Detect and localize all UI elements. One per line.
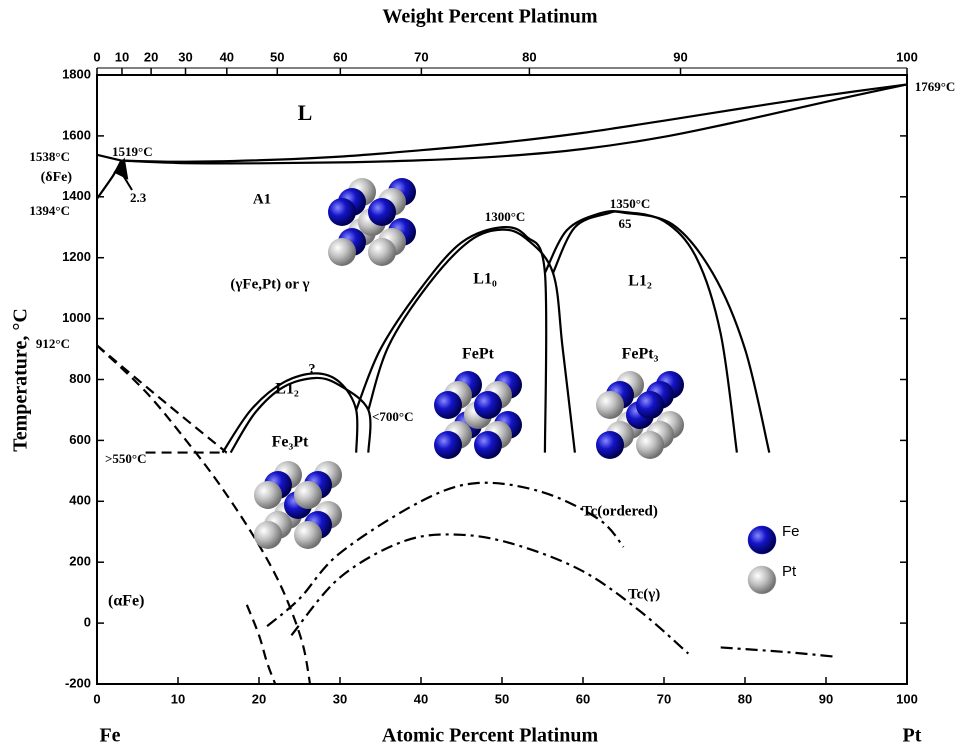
phase-boundary [721, 647, 834, 656]
annotation: 1519°C [112, 144, 153, 159]
y-tick-label: 1000 [62, 310, 91, 325]
x2-tick-label: 0 [93, 49, 100, 64]
arrow [115, 160, 132, 190]
x2-tick-label: 30 [178, 49, 192, 64]
atom [368, 238, 396, 266]
annotation: (γFe,Pt) or γ [230, 276, 309, 292]
x-tick-label: 50 [495, 691, 509, 706]
atom [596, 431, 624, 459]
x2-tick-label: 10 [115, 49, 129, 64]
annotation: 2.3 [130, 190, 147, 205]
atom [328, 198, 356, 226]
top-axis-title: Weight Percent Platinum [382, 6, 597, 28]
x-tick-label: 60 [576, 691, 590, 706]
crystal-structure [254, 461, 342, 549]
annotation: >550°C [105, 451, 147, 466]
y-tick-label: 1200 [62, 249, 91, 264]
y-tick-label: 200 [69, 554, 91, 569]
x2-tick-label: 20 [144, 49, 158, 64]
page: {"chart_data":{"type":"line", "title":"W… [0, 0, 962, 751]
annotation: <700°C [372, 409, 414, 424]
annotation: A1 [253, 191, 271, 207]
atom [254, 481, 282, 509]
annotation: L1₂ [628, 273, 652, 290]
annotation: FePt [462, 346, 495, 363]
x-tick-label: 40 [414, 691, 428, 706]
crystal-structure [596, 371, 684, 459]
x2-tick-label: 80 [522, 49, 536, 64]
y-tick-label: 1800 [62, 66, 91, 81]
x2-tick-label: 70 [414, 49, 428, 64]
annotation: 1350°C [610, 196, 651, 211]
phase-boundary [121, 84, 907, 161]
annotation: (αFe) [108, 593, 144, 610]
annotation: L1₀ [473, 271, 497, 288]
atom [294, 521, 322, 549]
legend-label: Fe [782, 523, 800, 540]
x-axis-title: Atomic Percent Platinum [382, 725, 599, 747]
annotation: FePt₃ [622, 346, 659, 363]
chart: Weight Percent Platinum Atomic Percent P… [0, 0, 962, 751]
x2-tick-label: 90 [673, 49, 687, 64]
atom [636, 391, 664, 419]
annotation: 912°C [36, 336, 70, 351]
x2-tick-label: 50 [270, 49, 284, 64]
phase-boundary [121, 84, 907, 163]
x-tick-label: 100 [896, 691, 918, 706]
y-tick-label: 1400 [62, 188, 91, 203]
x2-tick-label: 100 [896, 49, 918, 64]
annotation: Pt [903, 725, 922, 747]
phase-boundary [97, 161, 121, 199]
atom [328, 238, 356, 266]
annotation: (δFe) [41, 170, 73, 185]
x-tick-label: 10 [171, 691, 185, 706]
annotation: 1769°C [915, 79, 956, 94]
annotation: 1538°C [29, 149, 70, 164]
x-tick-label: 0 [93, 691, 100, 706]
phase-boundary [247, 605, 275, 684]
y-axis-title: Temperature, °C [10, 308, 32, 452]
annotation: Tc(γ) [628, 586, 660, 602]
annotation: Fe [99, 725, 120, 747]
annotation: Fe₃Pt [272, 434, 309, 451]
atom [474, 431, 502, 459]
annotation: 1300°C [485, 209, 526, 224]
x-tick-label: 90 [819, 691, 833, 706]
annotation: 1394°C [29, 203, 70, 218]
phase-boundary [97, 345, 227, 452]
y-tick-label: 0 [84, 615, 91, 630]
atom [294, 481, 322, 509]
atom [596, 391, 624, 419]
annotation: ? [309, 362, 316, 377]
annotation: L1₂ [275, 381, 299, 398]
atom [434, 391, 462, 419]
annotation: Tc(ordered) [582, 503, 658, 519]
atom [474, 391, 502, 419]
x-tick-label: 20 [252, 691, 266, 706]
legend-label: Pt [782, 563, 797, 580]
y-tick-label: 800 [69, 371, 91, 386]
atom [368, 198, 396, 226]
x2-tick-label: 40 [220, 49, 234, 64]
crystal-structure [434, 371, 522, 459]
y-tick-label: 400 [69, 493, 91, 508]
x2-tick-label: 60 [333, 49, 347, 64]
y-tick-label: 600 [69, 432, 91, 447]
annotation: 65 [619, 216, 633, 231]
y-tick-label: -200 [65, 675, 91, 690]
x-tick-label: 70 [657, 691, 671, 706]
x-tick-label: 80 [738, 691, 752, 706]
y-tick-label: 1600 [62, 127, 91, 142]
annotation: L [298, 100, 313, 125]
crystal-structure [328, 178, 416, 266]
legend-marker [748, 566, 776, 594]
legend-marker [748, 526, 776, 554]
atom [254, 521, 282, 549]
atom [636, 431, 664, 459]
x-tick-label: 30 [333, 691, 347, 706]
atom [434, 431, 462, 459]
